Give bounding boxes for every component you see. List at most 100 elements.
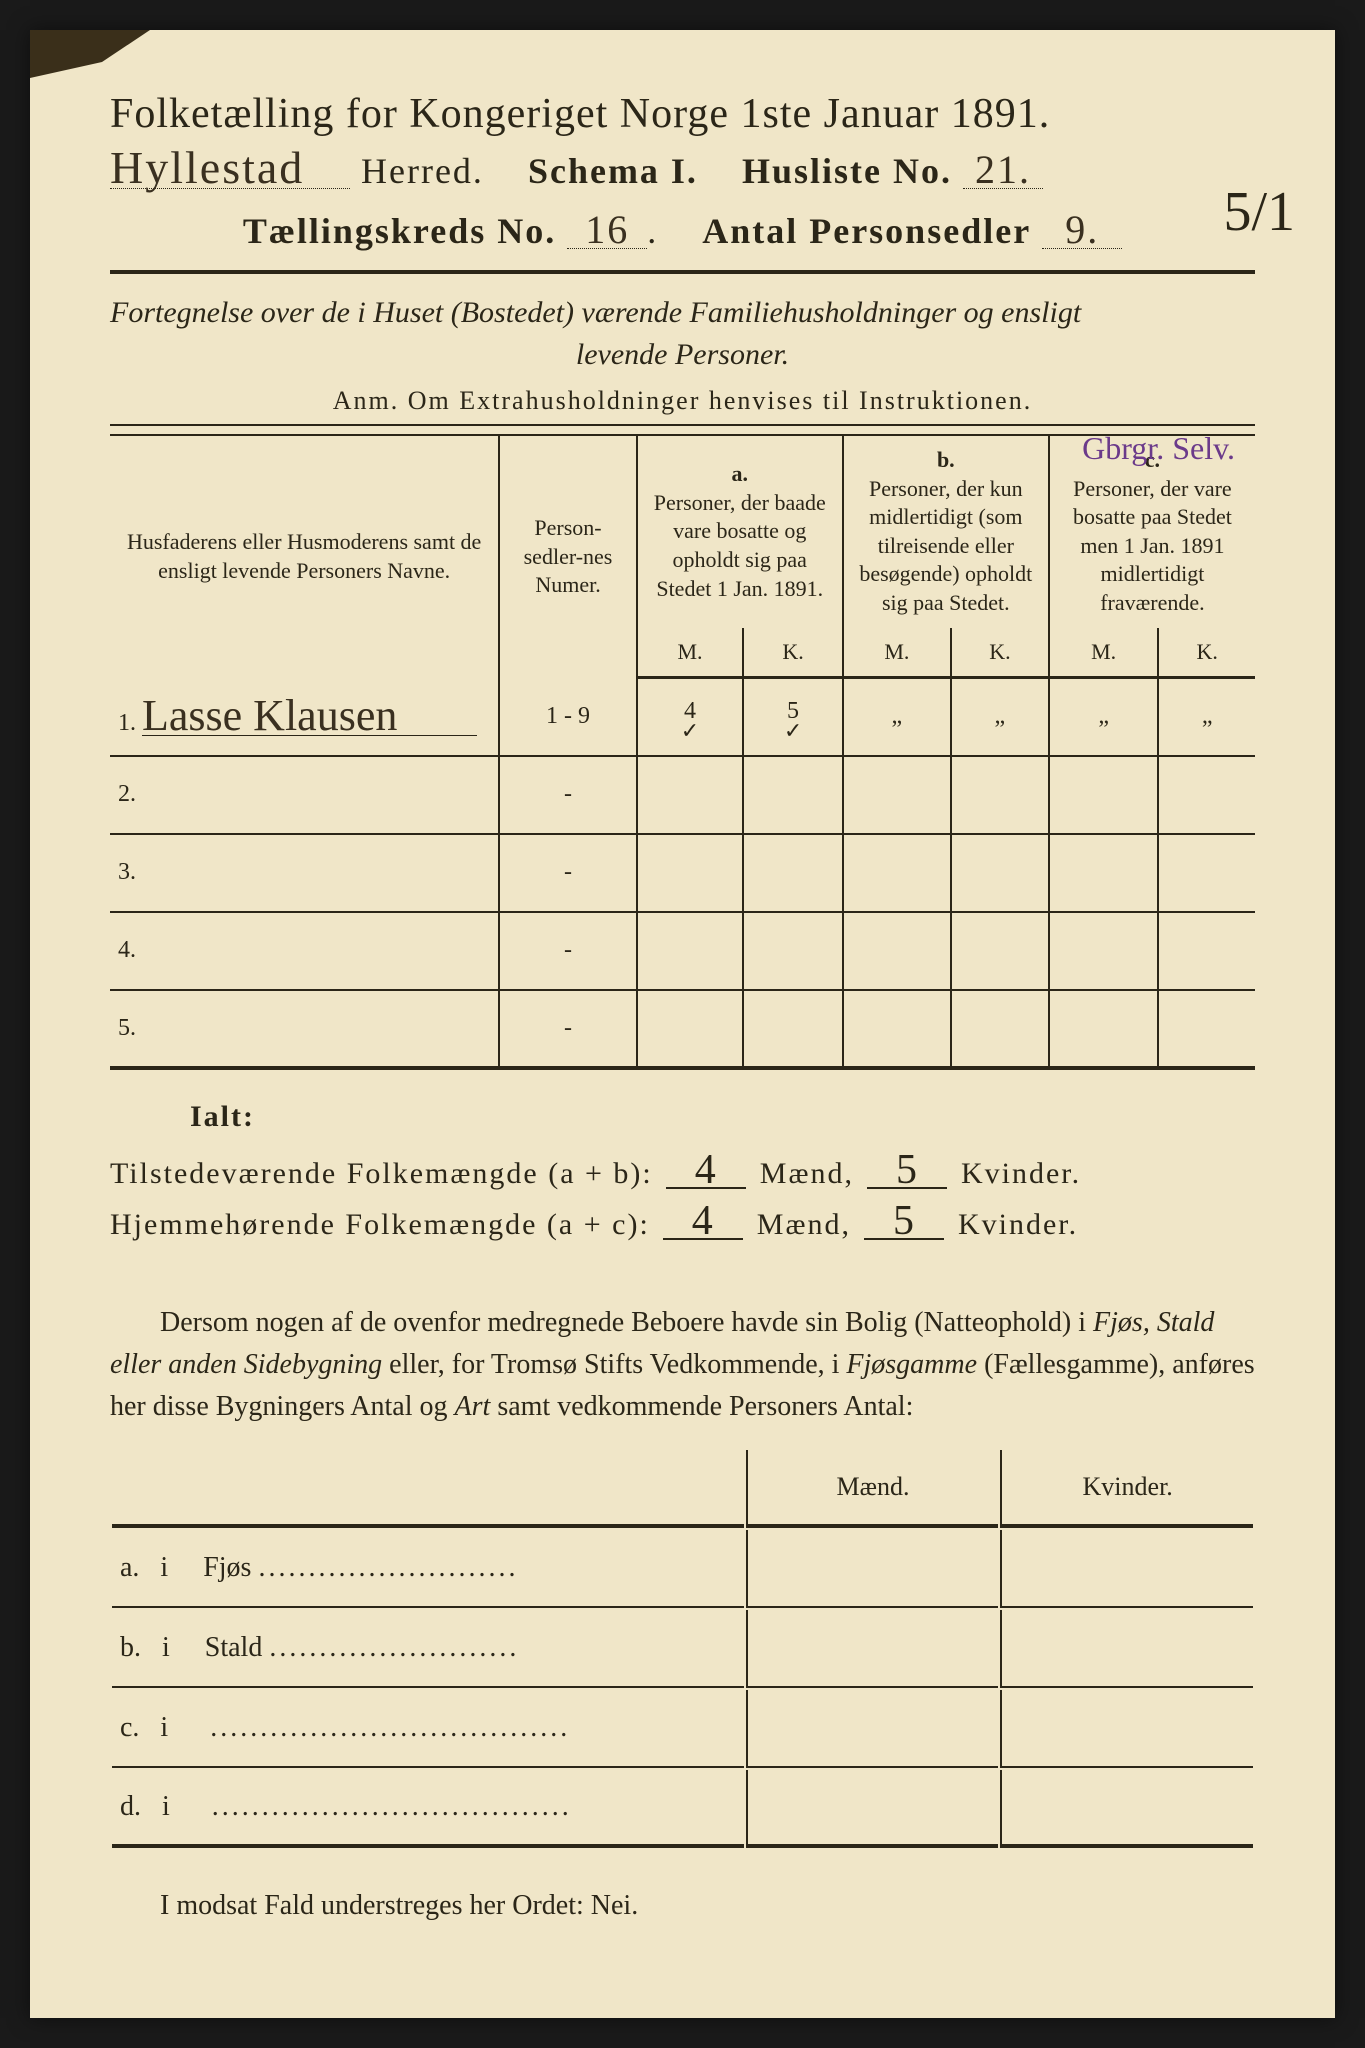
row-name: 1. Lasse Klausen xyxy=(110,678,499,756)
row-bk xyxy=(951,990,1049,1068)
antal-number: 9. xyxy=(1042,212,1122,249)
row-bm xyxy=(843,912,951,990)
final-line: I modsat Fald understreges her Ordet: Ne… xyxy=(110,1890,1255,1922)
row-ak xyxy=(743,756,842,834)
row-am: 4✓ xyxy=(637,678,744,756)
col-a: a. Personer, der baade vare bosatte og o… xyxy=(637,435,843,628)
dwell-k xyxy=(1000,1770,1253,1848)
dwell-label: d. i ...................................… xyxy=(112,1770,744,1848)
row-ak xyxy=(743,912,842,990)
dwelling-table: Mænd. Kvinder. a. i Fjøs ...............… xyxy=(110,1448,1255,1850)
row-num: 1 - 9 xyxy=(499,678,636,756)
row-cm xyxy=(1049,990,1159,1068)
col-c-k: K. xyxy=(1158,628,1255,678)
table-row: 2. - xyxy=(110,756,1255,834)
subtitle-line1: Fortegnelse over de i Huset (Bostedet) v… xyxy=(110,296,1081,329)
subtitle: Fortegnelse over de i Huset (Bostedet) v… xyxy=(110,292,1255,376)
row-cm xyxy=(1049,756,1159,834)
row-ck xyxy=(1158,912,1255,990)
row-ak xyxy=(743,834,842,912)
herred-label: Herred. xyxy=(361,151,484,191)
row-am xyxy=(637,912,744,990)
herred-handwritten: Hyllestad xyxy=(110,147,350,189)
row-bk xyxy=(951,834,1049,912)
row-bk: „ xyxy=(951,678,1049,756)
row-bm: „ xyxy=(843,678,951,756)
hjemme-m: 4 xyxy=(663,1205,743,1241)
row-name: 4. xyxy=(110,912,499,990)
table-row: 5. - xyxy=(110,990,1255,1068)
row-num: - xyxy=(499,990,636,1068)
row-cm xyxy=(1049,834,1159,912)
table-body: 1. Lasse Klausen 1 - 9 4✓ 5✓ „ „ „ „ 2. … xyxy=(110,678,1255,1068)
col-b: b. Personer, der kun midlertidigt (som t… xyxy=(843,435,1049,628)
dwell-m xyxy=(746,1530,999,1608)
row-name: 3. xyxy=(110,834,499,912)
dwelling-row: b. i Stald ......................... xyxy=(112,1610,1253,1688)
corner-fraction: 5/1 xyxy=(1223,180,1295,244)
table-row: 3. - xyxy=(110,834,1255,912)
husliste-number: 21. xyxy=(963,152,1043,189)
row-ck xyxy=(1158,834,1255,912)
dwell-k xyxy=(1000,1690,1253,1768)
divider-thin xyxy=(110,424,1255,426)
col-b-k: K. xyxy=(951,628,1049,678)
row-cm: „ xyxy=(1049,678,1159,756)
kreds-label: Tællingskreds No. xyxy=(243,211,556,251)
row-bm xyxy=(843,834,951,912)
dwell-label: c. i ...................................… xyxy=(112,1690,744,1768)
dwell-k xyxy=(1000,1530,1253,1608)
dwell-label: a. i Fjøs .......................... xyxy=(112,1530,744,1608)
main-title: Folketælling for Kongeriget Norge 1ste J… xyxy=(110,90,1255,138)
divider xyxy=(110,270,1255,274)
dwelling-row: d. i ...................................… xyxy=(112,1770,1253,1848)
col-names: Husfaderens eller Husmoderens samt de en… xyxy=(110,435,499,678)
row-am xyxy=(637,756,744,834)
totals-section: Ialt: Tilstedeværende Folkemængde (a + b… xyxy=(110,1100,1255,1242)
ialt-label: Ialt: xyxy=(190,1100,255,1133)
hjemme-k: 5 xyxy=(864,1205,944,1241)
row-name: 2. xyxy=(110,756,499,834)
row-ck xyxy=(1158,756,1255,834)
col-c-m: M. xyxy=(1049,628,1159,678)
row-ak xyxy=(743,990,842,1068)
col-b-m: M. xyxy=(843,628,951,678)
dwell-label: b. i Stald ......................... xyxy=(112,1610,744,1688)
tilstede-k: 5 xyxy=(867,1154,947,1190)
col-a-k: K. xyxy=(743,628,842,678)
row-cm xyxy=(1049,912,1159,990)
husliste-label: Husliste No. xyxy=(742,151,952,191)
row-am xyxy=(637,834,744,912)
dwell-m xyxy=(746,1690,999,1768)
dwell-m xyxy=(746,1610,999,1688)
hjemme-line: Hjemmehørende Folkemængde (a + c): 4 Mæn… xyxy=(110,1205,1255,1242)
subtitle-line2: levende Personer. xyxy=(110,334,1255,376)
antal-label: Antal Personsedler xyxy=(702,211,1031,251)
header-row-3: Tællingskreds No. 16. Antal Personsedler… xyxy=(110,204,1255,258)
row-name: 5. xyxy=(110,990,499,1068)
anm-note: Anm. Om Extrahusholdninger henvises til … xyxy=(110,386,1255,416)
dwell-maend: Mænd. xyxy=(746,1450,999,1528)
census-page: Folketælling for Kongeriget Norge 1ste J… xyxy=(30,30,1335,2018)
row-num: - xyxy=(499,834,636,912)
row-bk xyxy=(951,756,1049,834)
row-am xyxy=(637,990,744,1068)
row-num: - xyxy=(499,912,636,990)
row-ck xyxy=(1158,990,1255,1068)
dwell-k xyxy=(1000,1610,1253,1688)
row-num: - xyxy=(499,756,636,834)
table-row: 4. - xyxy=(110,912,1255,990)
tilstede-line: Tilstedeværende Folkemængde (a + b): 4 M… xyxy=(110,1154,1255,1191)
purple-annotation: Gbrgr. Selv. xyxy=(1082,430,1235,467)
dwelling-row: a. i Fjøs .......................... xyxy=(112,1530,1253,1608)
col-numer: Person-sedler-nes Numer. xyxy=(499,435,636,678)
header-row-2: Hyllestad Herred. Schema I. Husliste No.… xyxy=(110,144,1255,198)
tilstede-m: 4 xyxy=(666,1154,746,1190)
row-ck: „ xyxy=(1158,678,1255,756)
schema-label: Schema I. xyxy=(528,151,698,191)
row-bm xyxy=(843,990,951,1068)
dwelling-paragraph: Dersom nogen af de ovenfor medregnede Be… xyxy=(110,1302,1255,1428)
dwell-m xyxy=(746,1770,999,1848)
census-table: Husfaderens eller Husmoderens samt de en… xyxy=(110,434,1255,1070)
row-bk xyxy=(951,912,1049,990)
